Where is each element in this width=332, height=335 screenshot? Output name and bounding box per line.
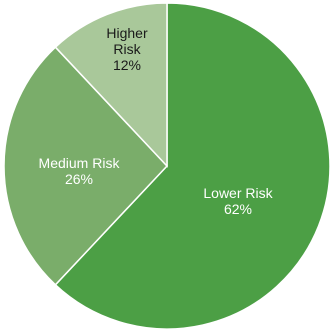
pie-value-label: 62% — [224, 201, 252, 217]
pie-label-medium-risk: Medium Risk 26% — [39, 155, 121, 187]
pie-label-higher-risk: Higher Risk 12% — [106, 25, 148, 73]
pie-value-label: 26% — [65, 171, 93, 187]
pie-category-label: Risk — [113, 41, 141, 57]
pie-slice-lower-risk — [54, 2, 331, 330]
pie-category-label: Medium Risk — [39, 155, 121, 171]
pie-value-label: 12% — [113, 57, 141, 73]
pie-slice-medium-risk — [3, 46, 169, 286]
pie-category-label: Lower Risk — [203, 185, 273, 201]
pie-labels: Lower Risk 62% Medium Risk 26% Higher Risk 12% — [39, 25, 274, 217]
pie-slice-higher-risk — [54, 2, 168, 168]
pie-label-lower-risk: Lower Risk 62% — [203, 185, 273, 217]
pie-slices — [3, 2, 331, 330]
pie-category-label: Higher — [106, 25, 148, 41]
